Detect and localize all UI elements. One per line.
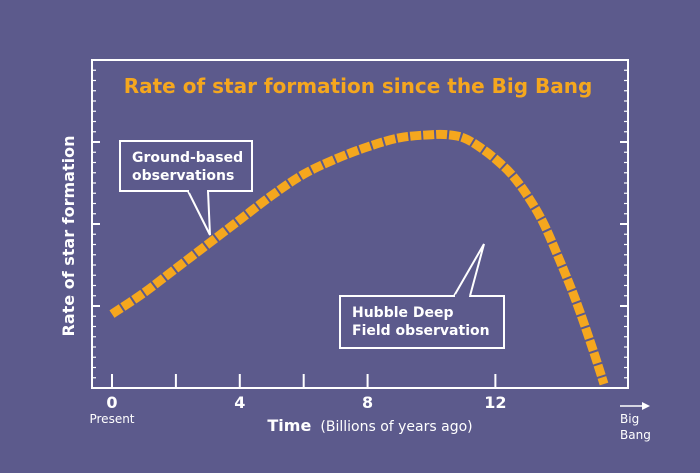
big-bang-label-1: Big [620, 412, 639, 426]
series-line [109, 129, 609, 386]
x-tick-label: 0 [106, 393, 117, 412]
big-bang-marker: Big Bang [620, 402, 651, 442]
callout-text: observations [132, 168, 234, 184]
callout-pointer [453, 243, 485, 297]
callout-box [339, 295, 505, 349]
annotations: Ground-based observations Hubble Deep Field… [119, 140, 505, 349]
x-tick-label: 8 [362, 393, 373, 412]
big-bang-label-2: Bang [620, 428, 651, 442]
x-axis-tick-labels: 0 4 8 12 [106, 393, 506, 412]
y-axis-label: Rate of star formation [59, 136, 78, 337]
callout-text: Hubble Deep [352, 305, 454, 321]
callout-pointer [187, 190, 211, 236]
x-axis-ticks [111, 374, 497, 388]
x-axis-label-main: Time [267, 416, 311, 435]
callout-box [119, 140, 253, 192]
x-tick-label: 12 [484, 393, 506, 412]
callout-text: Field observation [352, 323, 490, 339]
data-series [109, 129, 609, 386]
x-tick-label: 4 [234, 393, 245, 412]
callout-text: Ground-based [132, 150, 243, 166]
big-bang-arrowhead [642, 402, 650, 410]
x-axis-label-sub: (Billions of years ago) [320, 419, 472, 435]
y-axis-ticks [92, 59, 628, 389]
x-tick-sub-label: Present [89, 412, 134, 426]
x-axis-label: Time (Billions of years ago) [267, 416, 472, 435]
chart-title: Rate of star formation since the Big Ban… [124, 74, 593, 98]
